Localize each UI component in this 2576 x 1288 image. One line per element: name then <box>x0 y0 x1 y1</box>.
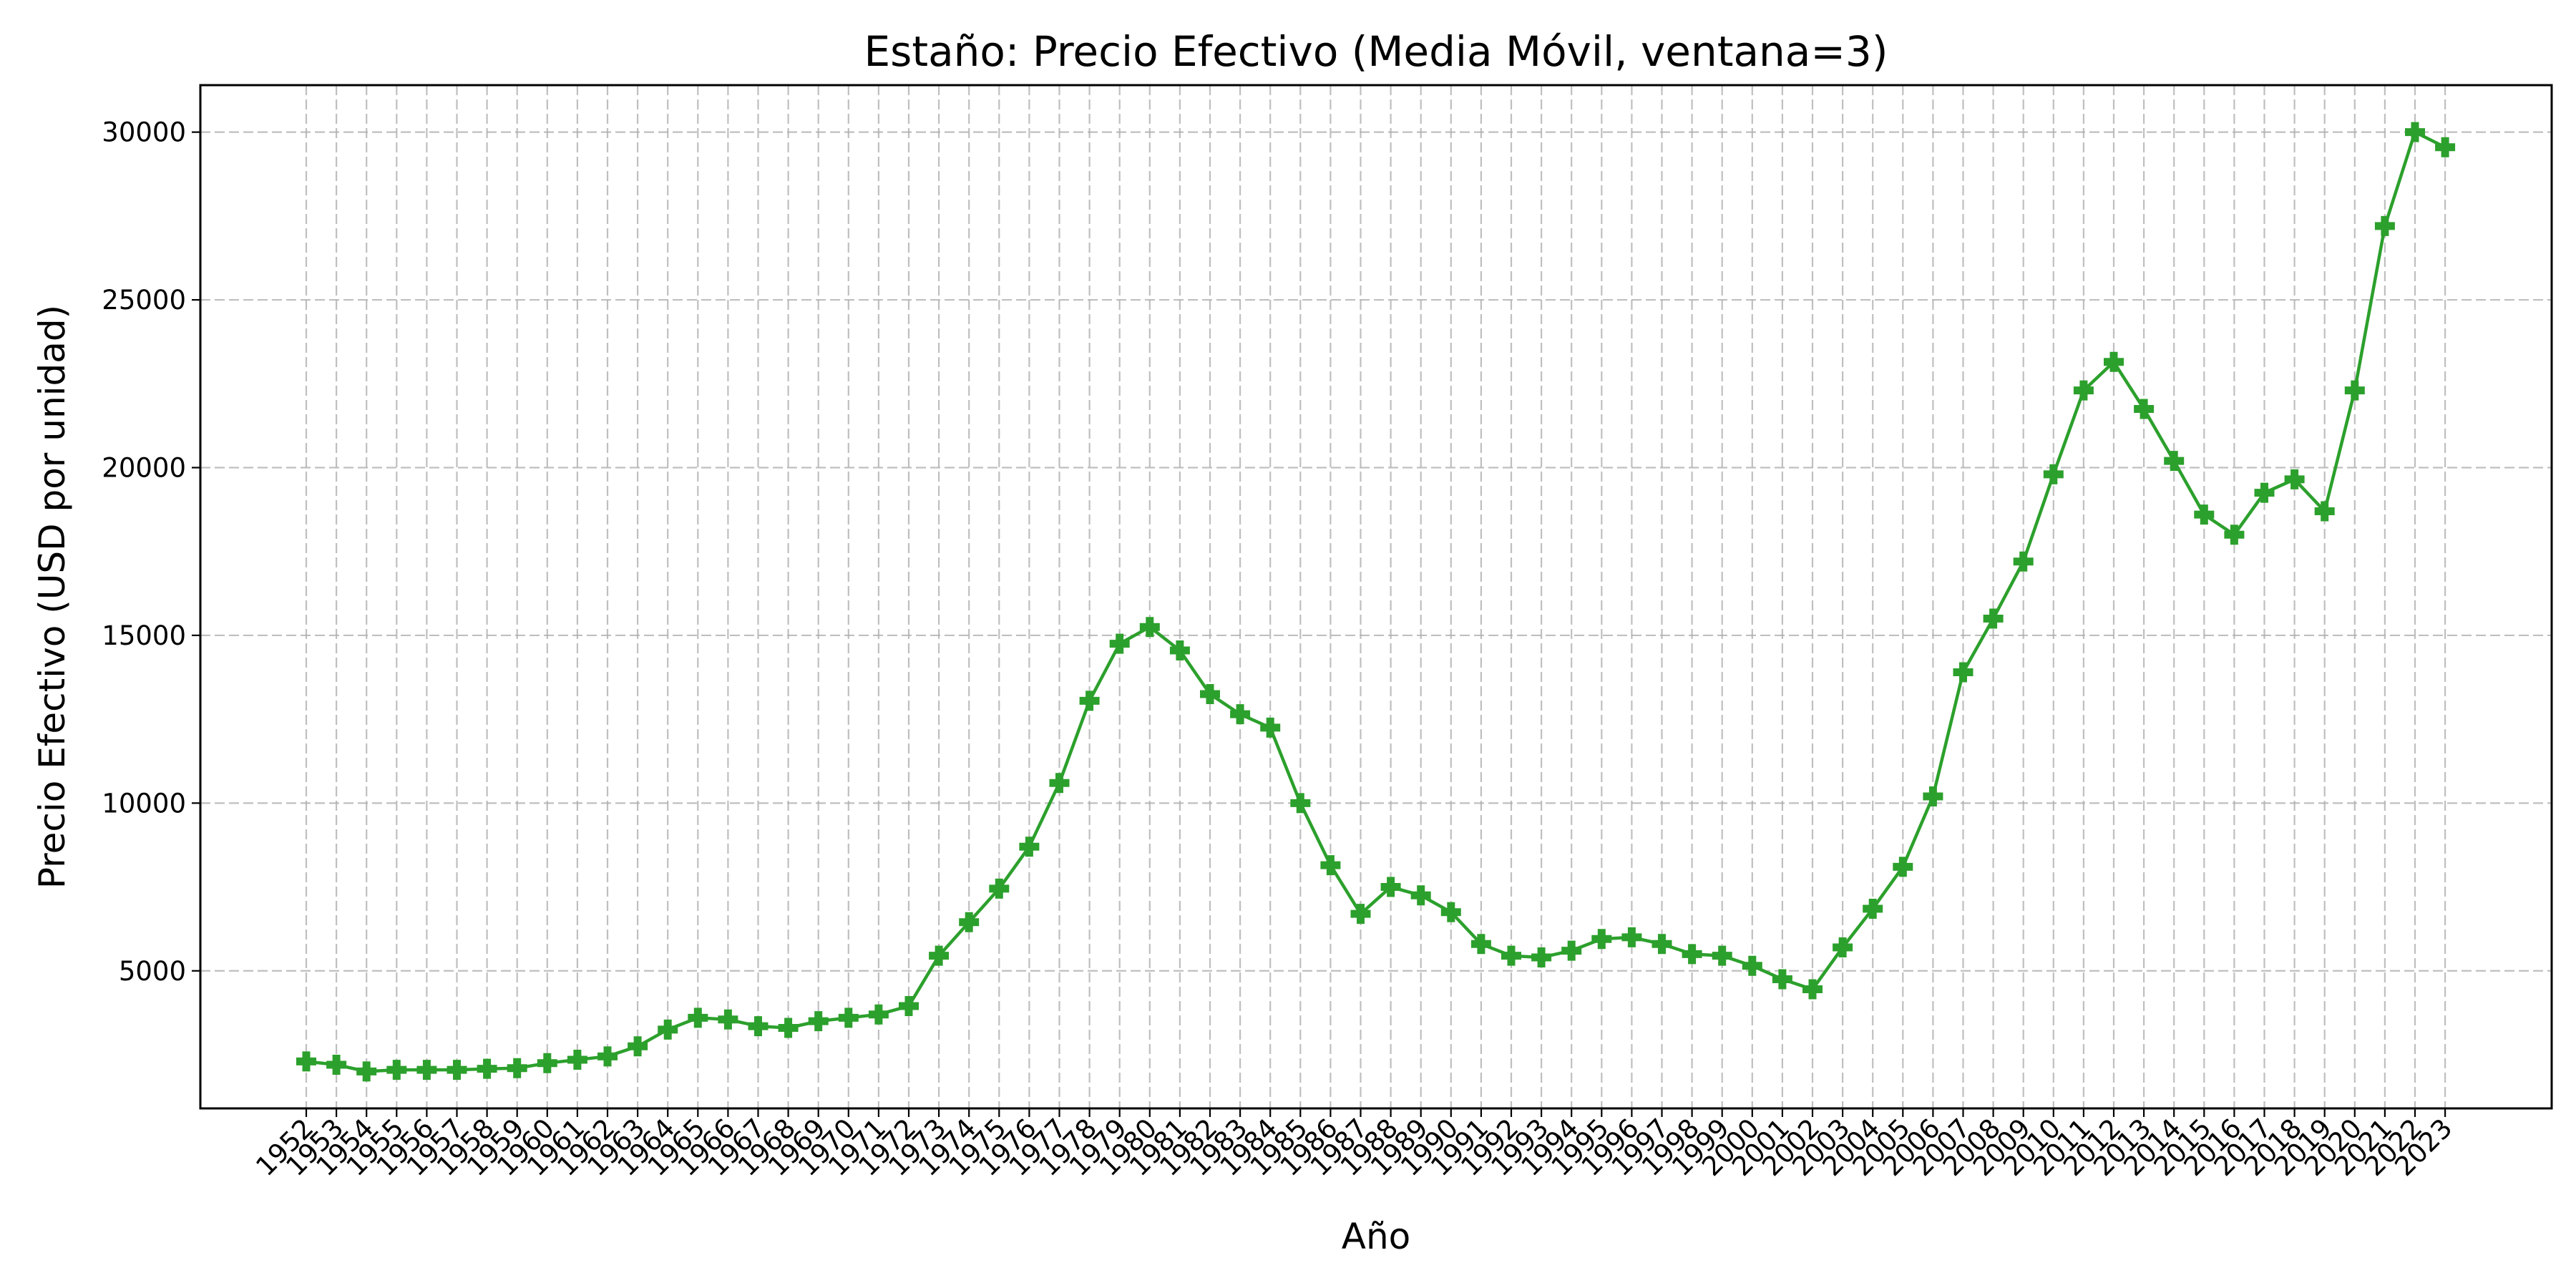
data-point-marker <box>1923 786 1943 806</box>
data-point-marker <box>2405 122 2425 142</box>
data-point-marker <box>2314 501 2335 522</box>
data-point-marker <box>1169 640 1190 661</box>
data-point-marker <box>1470 934 1491 955</box>
data-point-marker <box>2104 351 2124 372</box>
data-point-marker <box>748 1016 769 1037</box>
data-point-marker <box>326 1055 347 1075</box>
data-point-marker <box>2134 399 2155 419</box>
data-point-marker <box>1260 717 1281 738</box>
y-tick-label: 5000 <box>119 956 186 987</box>
data-point-marker <box>1350 904 1371 924</box>
data-point-marker <box>1290 793 1311 814</box>
y-tick-label: 20000 <box>102 452 186 483</box>
data-point-marker <box>1561 940 1582 961</box>
data-point-marker <box>2344 380 2365 401</box>
data-point-marker <box>1410 885 1431 906</box>
data-point-marker <box>1440 902 1461 922</box>
data-point-marker <box>868 1004 889 1025</box>
data-point-marker <box>597 1046 618 1067</box>
data-point-marker <box>1742 955 1762 976</box>
data-point-marker <box>658 1019 678 1040</box>
data-point-marker <box>296 1051 316 1072</box>
data-point-marker <box>688 1008 708 1028</box>
data-point-marker <box>386 1060 407 1080</box>
data-point-marker <box>1953 662 1974 683</box>
y-tick-label: 30000 <box>102 117 186 148</box>
data-point-marker <box>1893 857 1913 877</box>
data-point-marker <box>1019 836 1040 857</box>
data-point-marker <box>1863 899 1883 919</box>
series <box>296 122 2456 1082</box>
data-point-marker <box>2043 464 2064 484</box>
data-point-marker <box>1531 947 1552 968</box>
data-point-marker <box>1320 855 1341 876</box>
data-point-marker <box>718 1009 738 1030</box>
data-point-marker <box>1380 877 1401 897</box>
plot-frame <box>199 84 2553 1110</box>
series-line <box>306 130 2446 1073</box>
data-point-marker <box>1983 608 2004 629</box>
data-point-marker <box>1230 704 1251 725</box>
data-point-marker <box>1772 969 1792 990</box>
data-point-marker <box>2435 137 2456 157</box>
data-point-marker <box>2374 215 2395 236</box>
data-point-marker <box>929 945 950 966</box>
data-point-marker <box>1652 934 1672 955</box>
data-point-marker <box>2013 551 2034 572</box>
data-point-marker <box>1200 683 1220 704</box>
y-axis-label: Precio Efectivo (USD por unidad) <box>31 305 73 889</box>
data-point-marker <box>447 1060 467 1080</box>
data-point-marker <box>838 1008 859 1028</box>
data-point-marker <box>2284 469 2305 489</box>
data-point-marker <box>1621 927 1642 947</box>
x-axis-ticks: 1952195319541955195619571958195919601961… <box>250 1108 2458 1182</box>
x-axis-label: Año <box>1342 1216 1410 1257</box>
y-tick-label: 10000 <box>102 788 186 819</box>
data-point-marker <box>2194 504 2215 525</box>
data-point-marker <box>507 1058 527 1078</box>
data-point-marker <box>1501 945 1521 966</box>
data-point-marker <box>2224 525 2245 545</box>
data-point-marker <box>356 1061 377 1082</box>
data-point-marker <box>1591 929 1612 950</box>
data-point-marker <box>1833 937 1853 957</box>
data-point-marker <box>989 878 1010 899</box>
y-axis-ticks: 5000 10000 15000 20000 25000 30000 <box>102 117 200 987</box>
data-point-marker <box>1049 773 1070 794</box>
data-point-marker <box>1682 944 1702 965</box>
data-point-marker <box>808 1011 829 1032</box>
y-tick-label: 15000 <box>102 620 186 651</box>
data-point-marker <box>1712 945 1732 966</box>
data-point-marker <box>628 1036 648 1057</box>
data-point-marker <box>778 1018 799 1038</box>
data-point-marker <box>2164 451 2185 472</box>
data-point-marker <box>959 912 980 932</box>
data-point-marker <box>2254 482 2275 503</box>
data-point-marker <box>1139 617 1160 638</box>
data-point-marker <box>567 1050 587 1070</box>
data-point-marker <box>537 1053 557 1073</box>
data-point-marker <box>2073 380 2094 401</box>
data-point-marker <box>899 996 919 1016</box>
y-tick-label: 25000 <box>102 285 186 316</box>
data-point-marker <box>1802 979 1823 1000</box>
grid <box>200 85 2552 1108</box>
chart-title: Estaño: Precio Efectivo (Media Móvil, ve… <box>864 27 1888 76</box>
data-point-marker <box>1109 633 1130 654</box>
data-point-marker <box>416 1060 437 1080</box>
data-point-marker <box>1079 691 1100 711</box>
data-point-marker <box>477 1058 497 1079</box>
